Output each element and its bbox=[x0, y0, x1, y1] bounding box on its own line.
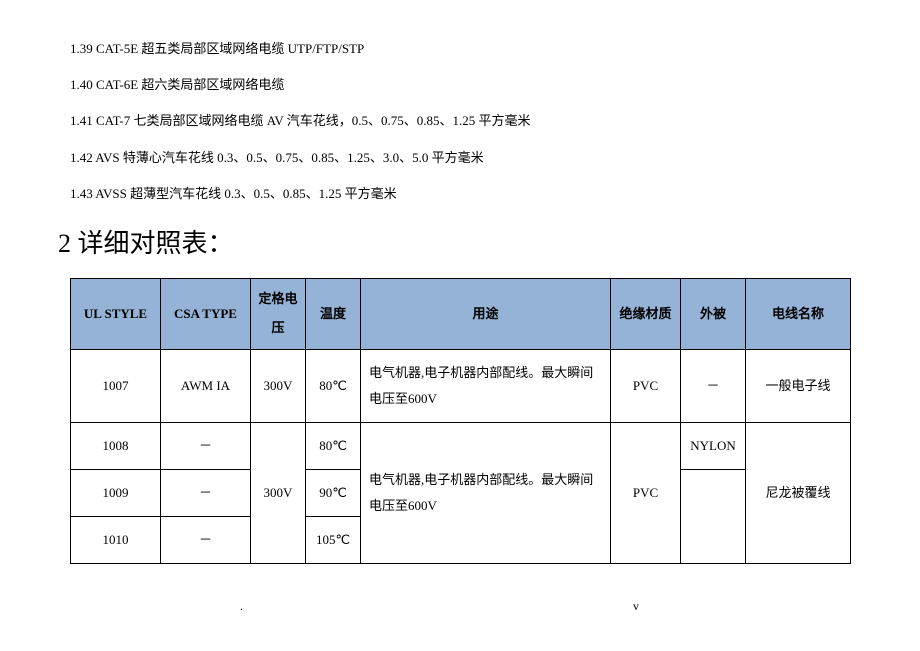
section-title: 2 详细对照表： bbox=[58, 223, 850, 260]
list-item-142: 1.42 AVS 特薄心汽车花线 0.3、0.5、0.75、0.85、1.25、… bbox=[70, 149, 850, 167]
comparison-table: UL STYLE CSA TYPE 定格电压 温度 用途 绝缘材质 外被 电线名… bbox=[70, 278, 851, 564]
th-jacket: 外被 bbox=[681, 278, 746, 349]
th-ulstyle: UL STYLE bbox=[71, 278, 161, 349]
footer-dot-right: v bbox=[633, 599, 639, 614]
cell-temp: 105℃ bbox=[306, 516, 361, 563]
list-item-140: 1.40 CAT-6E 超六类局部区域网络电缆 bbox=[70, 76, 850, 94]
cell-ulstyle: 1007 bbox=[71, 349, 161, 422]
cell-temp: 80℃ bbox=[306, 349, 361, 422]
cell-temp: 90℃ bbox=[306, 469, 361, 516]
cell-voltage: 300V bbox=[251, 349, 306, 422]
cell-csatype: － bbox=[161, 469, 251, 516]
th-voltage: 定格电压 bbox=[251, 278, 306, 349]
list-item-139: 1.39 CAT-5E 超五类局部区域网络电缆 UTP/FTP/STP bbox=[70, 40, 850, 58]
cell-use: 电气机器,电子机器内部配线。最大瞬间电压至600V bbox=[361, 422, 611, 563]
cell-csatype: AWM IA bbox=[161, 349, 251, 422]
document-page: 1.39 CAT-5E 超五类局部区域网络电缆 UTP/FTP/STP 1.40… bbox=[0, 0, 920, 644]
cell-ulstyle: 1010 bbox=[71, 516, 161, 563]
table-row: 1007 AWM IA 300V 80℃ 电气机器,电子机器内部配线。最大瞬间电… bbox=[71, 349, 851, 422]
cell-insul: PVC bbox=[611, 349, 681, 422]
table-header-row: UL STYLE CSA TYPE 定格电压 温度 用途 绝缘材质 外被 电线名… bbox=[71, 278, 851, 349]
cell-ulstyle: 1008 bbox=[71, 422, 161, 469]
cell-name: 尼龙被覆线 bbox=[746, 422, 851, 563]
cell-insul: PVC bbox=[611, 422, 681, 563]
th-insul: 绝缘材质 bbox=[611, 278, 681, 349]
cell-temp: 80℃ bbox=[306, 422, 361, 469]
th-csatype: CSA TYPE bbox=[161, 278, 251, 349]
cell-jacket: NYLON bbox=[681, 422, 746, 469]
list-item-141: 1.41 CAT-7 七类局部区域网络电缆 AV 汽车花线，0.5、0.75、0… bbox=[70, 112, 850, 130]
table-row: 1008 － 300V 80℃ 电气机器,电子机器内部配线。最大瞬间电压至600… bbox=[71, 422, 851, 469]
cell-csatype: － bbox=[161, 516, 251, 563]
footer-marks: . v bbox=[70, 599, 850, 614]
list-item-143: 1.43 AVSS 超薄型汽车花线 0.3、0.5、0.85、1.25 平方毫米 bbox=[70, 185, 850, 203]
cell-name: 一般电子线 bbox=[746, 349, 851, 422]
cell-csatype: － bbox=[161, 422, 251, 469]
cell-ulstyle: 1009 bbox=[71, 469, 161, 516]
th-name: 电线名称 bbox=[746, 278, 851, 349]
cell-use: 电气机器,电子机器内部配线。最大瞬间电压至600V bbox=[361, 349, 611, 422]
cell-jacket bbox=[681, 469, 746, 563]
footer-dot-left: . bbox=[240, 599, 243, 614]
th-use: 用途 bbox=[361, 278, 611, 349]
cell-voltage: 300V bbox=[251, 422, 306, 563]
th-temp: 温度 bbox=[306, 278, 361, 349]
cell-jacket: － bbox=[681, 349, 746, 422]
